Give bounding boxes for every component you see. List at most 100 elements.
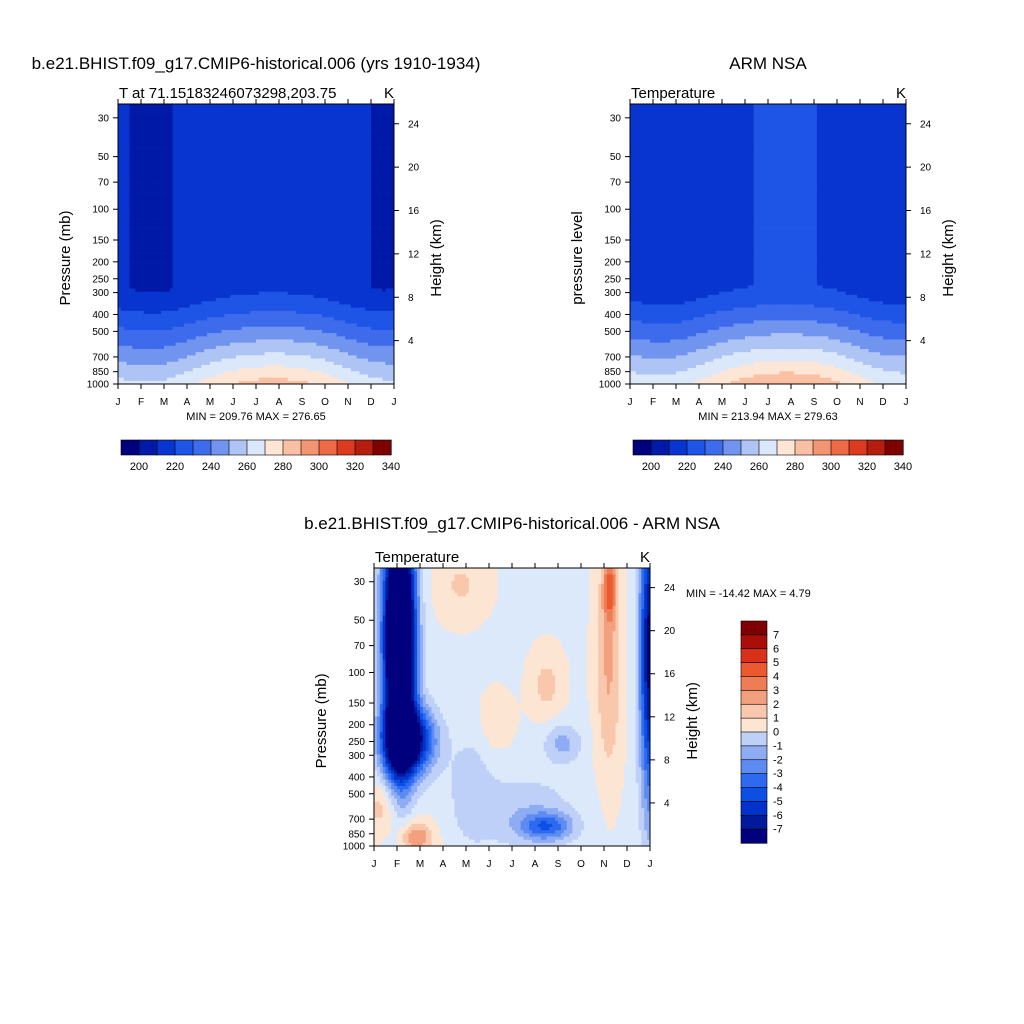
model-panel-cell: [161, 171, 164, 175]
model-panel-cell: [178, 177, 181, 181]
model-panel-cell: [161, 298, 164, 302]
model-panel-cell: [239, 301, 242, 305]
model-panel-cell: [153, 114, 156, 118]
model-panel-cell: [147, 295, 150, 299]
model-panel-cell: [245, 187, 248, 191]
model-panel-cell: [201, 110, 204, 114]
model-panel-cell: [167, 155, 170, 159]
model-panel-cell: [132, 269, 135, 273]
model-panel-cell: [242, 308, 245, 312]
model-panel-cell: [173, 177, 176, 181]
model-panel-cell: [242, 161, 245, 165]
model-panel-cell: [176, 279, 179, 283]
model-panel-cell: [239, 129, 242, 133]
model-panel-cell: [144, 244, 147, 248]
model-panel-cell: [170, 190, 173, 194]
model-panel-cell: [242, 199, 245, 203]
model-panel-cell: [256, 234, 259, 238]
model-panel-cell: [130, 110, 133, 114]
model-panel-cell: [132, 368, 135, 372]
model-panel-cell: [170, 330, 173, 334]
model-panel-cell: [247, 352, 250, 356]
model-panel-cell: [178, 174, 181, 178]
model-panel-cell: [181, 308, 184, 312]
model-panel-cell: [270, 292, 273, 296]
model-panel-cell: [167, 276, 170, 280]
model-panel-cell: [130, 276, 133, 280]
model-panel-cell: [201, 225, 204, 229]
model-panel-cell: [219, 336, 222, 340]
model-panel-cell: [207, 327, 210, 331]
model-panel-cell: [199, 123, 202, 127]
model-panel-cell: [210, 184, 213, 188]
model-panel-cell: [121, 378, 124, 382]
model-panel-cell: [199, 244, 202, 248]
model-panel-cell: [250, 292, 253, 296]
model-panel-cell: [239, 110, 242, 114]
model-panel-cell: [132, 247, 135, 251]
model-panel-cell: [222, 203, 225, 207]
model-panel-cell: [132, 190, 135, 194]
model-panel-cell: [259, 282, 262, 286]
model-panel-cell: [173, 343, 176, 347]
model-panel-cell: [210, 295, 213, 299]
model-panel-cell: [268, 177, 271, 181]
model-panel-cell: [227, 314, 230, 318]
model-panel-cell: [245, 289, 248, 293]
model-panel-cell: [222, 164, 225, 168]
model-panel-cell: [230, 298, 233, 302]
model-panel-cell: [184, 164, 187, 168]
model-panel-cell: [204, 241, 207, 245]
model-panel-cell: [273, 339, 276, 343]
model-panel-cell: [144, 317, 147, 321]
model-panel-cell: [253, 362, 256, 366]
model-panel-cell: [193, 174, 196, 178]
model-panel-cell: [184, 180, 187, 184]
model-panel-cell: [210, 279, 213, 283]
model-panel-cell: [170, 215, 173, 219]
model-panel-cell: [265, 209, 268, 213]
model-panel-cell: [193, 234, 196, 238]
model-panel-cell: [268, 190, 271, 194]
model-panel-cell: [224, 228, 227, 232]
model-panel-cell: [227, 110, 230, 114]
model-panel-cell: [233, 269, 236, 273]
model-panel-cell: [216, 174, 219, 178]
model-panel-cell: [222, 107, 225, 111]
model-panel-cell: [167, 317, 170, 321]
model-panel-cell: [147, 145, 150, 149]
model-panel-cell: [230, 199, 233, 203]
model-panel-cell: [242, 304, 245, 308]
model-panel-cell: [204, 142, 207, 146]
model-panel-cell: [196, 145, 199, 149]
model-panel-cell: [153, 231, 156, 235]
model-panel-cell: [155, 333, 158, 337]
model-panel-cell: [173, 231, 176, 235]
model-panel-cell: [233, 324, 236, 328]
model-panel-cell: [213, 107, 216, 111]
model-panel-cell: [224, 254, 227, 258]
model-panel-cell: [265, 311, 268, 315]
model-panel-cell: [253, 136, 256, 140]
model-panel-cell: [222, 123, 225, 127]
model-panel-cell: [199, 365, 202, 369]
model-panel-cell: [268, 107, 271, 111]
model-panel-cell: [273, 320, 276, 324]
model-panel-cell: [250, 120, 253, 124]
model-panel-cell: [150, 276, 153, 280]
model-panel-cell: [247, 136, 250, 140]
model-panel-cell: [233, 180, 236, 184]
model-panel-cell: [153, 279, 156, 283]
model-panel-cell: [204, 158, 207, 162]
model-panel-cell: [265, 164, 268, 168]
model-panel-cell: [227, 238, 230, 242]
model-panel-cell: [247, 371, 250, 375]
model-panel-cell: [213, 330, 216, 334]
model-panel-cell: [265, 152, 268, 156]
model-panel-cell: [276, 374, 279, 378]
model-panel-cell: [193, 168, 196, 172]
model-panel-cell: [144, 164, 147, 168]
model-panel-cell: [153, 346, 156, 350]
model-panel-cell: [150, 222, 153, 226]
model-panel-cell: [222, 304, 225, 308]
